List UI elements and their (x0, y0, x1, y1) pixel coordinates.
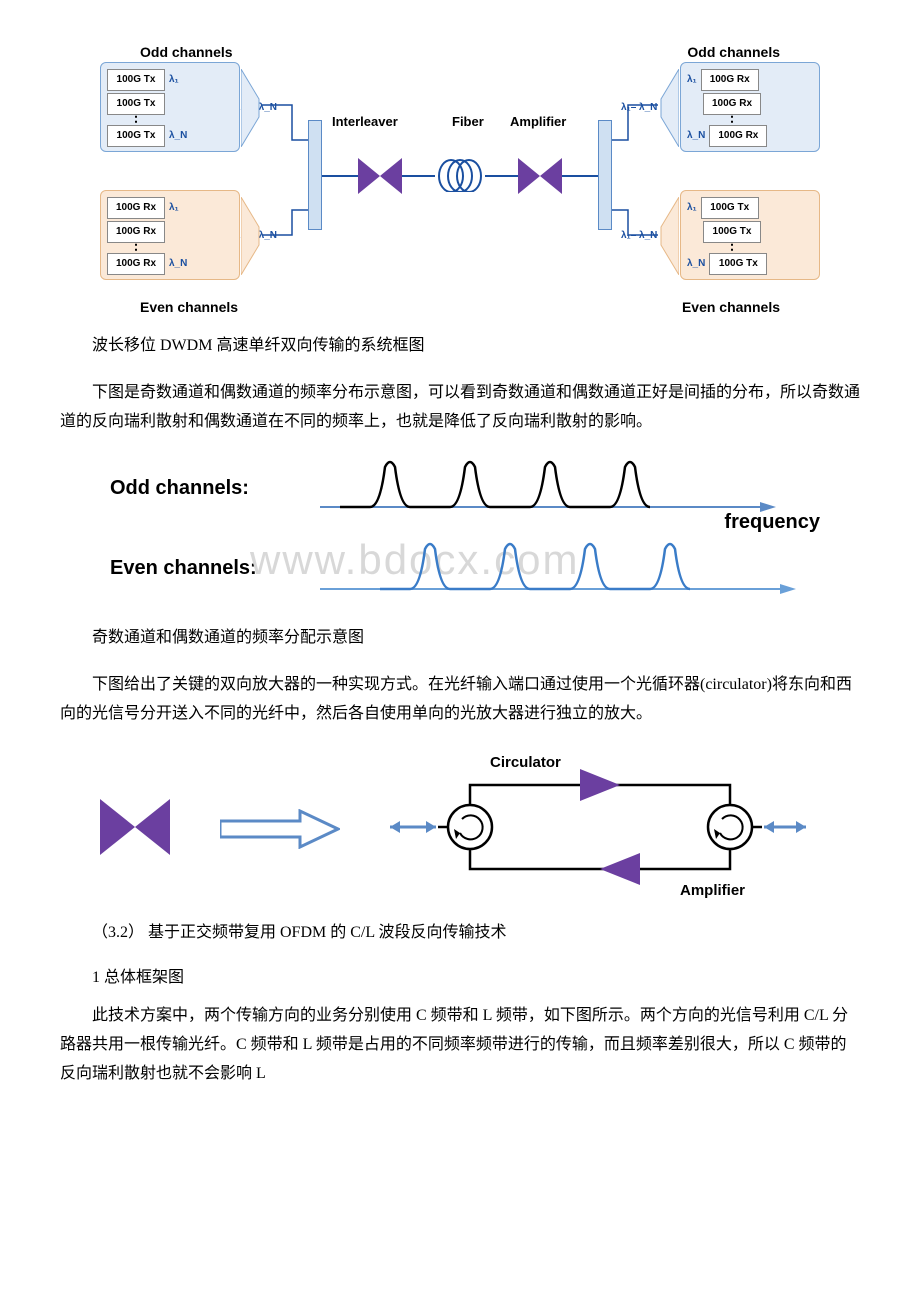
demux-icon (657, 69, 679, 147)
fig1-even-title-right: Even channels (682, 295, 780, 320)
section-3-2-sub: 1 总体框架图 (60, 964, 860, 993)
caption-fig2: 奇数通道和偶数通道的频率分配示意图 (60, 624, 860, 653)
equals-arrow-icon (220, 809, 340, 849)
connector-lines (608, 100, 658, 250)
connector-lines (262, 100, 312, 250)
bowtie-amp-icon (518, 158, 562, 194)
para-2: 下图给出了关键的双向放大器的一种实现方式。在光纤输入端口通过使用一个光循环器(c… (60, 671, 860, 729)
dwdm-system-diagram: Odd channels Odd channels Even channels … (90, 40, 830, 320)
even-waveform (320, 534, 800, 604)
fig1-even-title-left: Even channels (140, 295, 238, 320)
label-interleaver: Interleaver (332, 110, 398, 133)
section-3-2: （3.2） 基于正交频带复用 OFDM 的 C/L 波段反向传输技术 (60, 919, 860, 948)
para-1: 下图是奇数通道和偶数通道的频率分布示意图，可以看到奇数通道和偶数通道正好是间插的… (60, 379, 860, 437)
fig2-odd-label: Odd channels: (110, 470, 249, 506)
mux-icon (657, 197, 679, 275)
odd-waveform (320, 452, 780, 522)
para-3: 此技术方案中，两个传输方向的业务分别使用 C 频带和 L 频带，如下图所示。两个… (60, 1002, 860, 1088)
caption-fig1: 波长移位 DWDM 高速单纤双向传输的系统框图 (60, 332, 860, 361)
label-amplifier: Amplifier (510, 110, 566, 133)
demux-icon (241, 197, 263, 275)
tx-odd-box: 100G Txλ₁ 100G Tx ⋮ 100G Txλ_N λ₁– λ_N (100, 62, 240, 152)
frequency-allocation-diagram: Odd channels: Even channels: frequency w… (90, 452, 830, 612)
rx-odd-box: λ₁– λ_N λ₁100G Rx 100G Rx ⋮ λ_N100G Rx (680, 62, 820, 152)
rx-even-box: 100G Rxλ₁ 100G Rx ⋮ 100G Rxλ_N λ₁– λ_N (100, 190, 240, 280)
mux-icon (241, 69, 263, 147)
bowtie-icon (100, 799, 170, 855)
circulator-amplifier-diagram: Circulator Amplifier (90, 749, 830, 899)
label-fiber: Fiber (452, 110, 484, 133)
fiber-coil-icon (435, 156, 485, 192)
bowtie-amp-icon (358, 158, 402, 194)
circulator-circuit (390, 767, 810, 887)
fig2-even-label: Even channels: (110, 550, 257, 586)
tx-even-box: λ₁– λ_N λ₁100G Tx 100G Tx ⋮ λ_N100G Tx (680, 190, 820, 280)
